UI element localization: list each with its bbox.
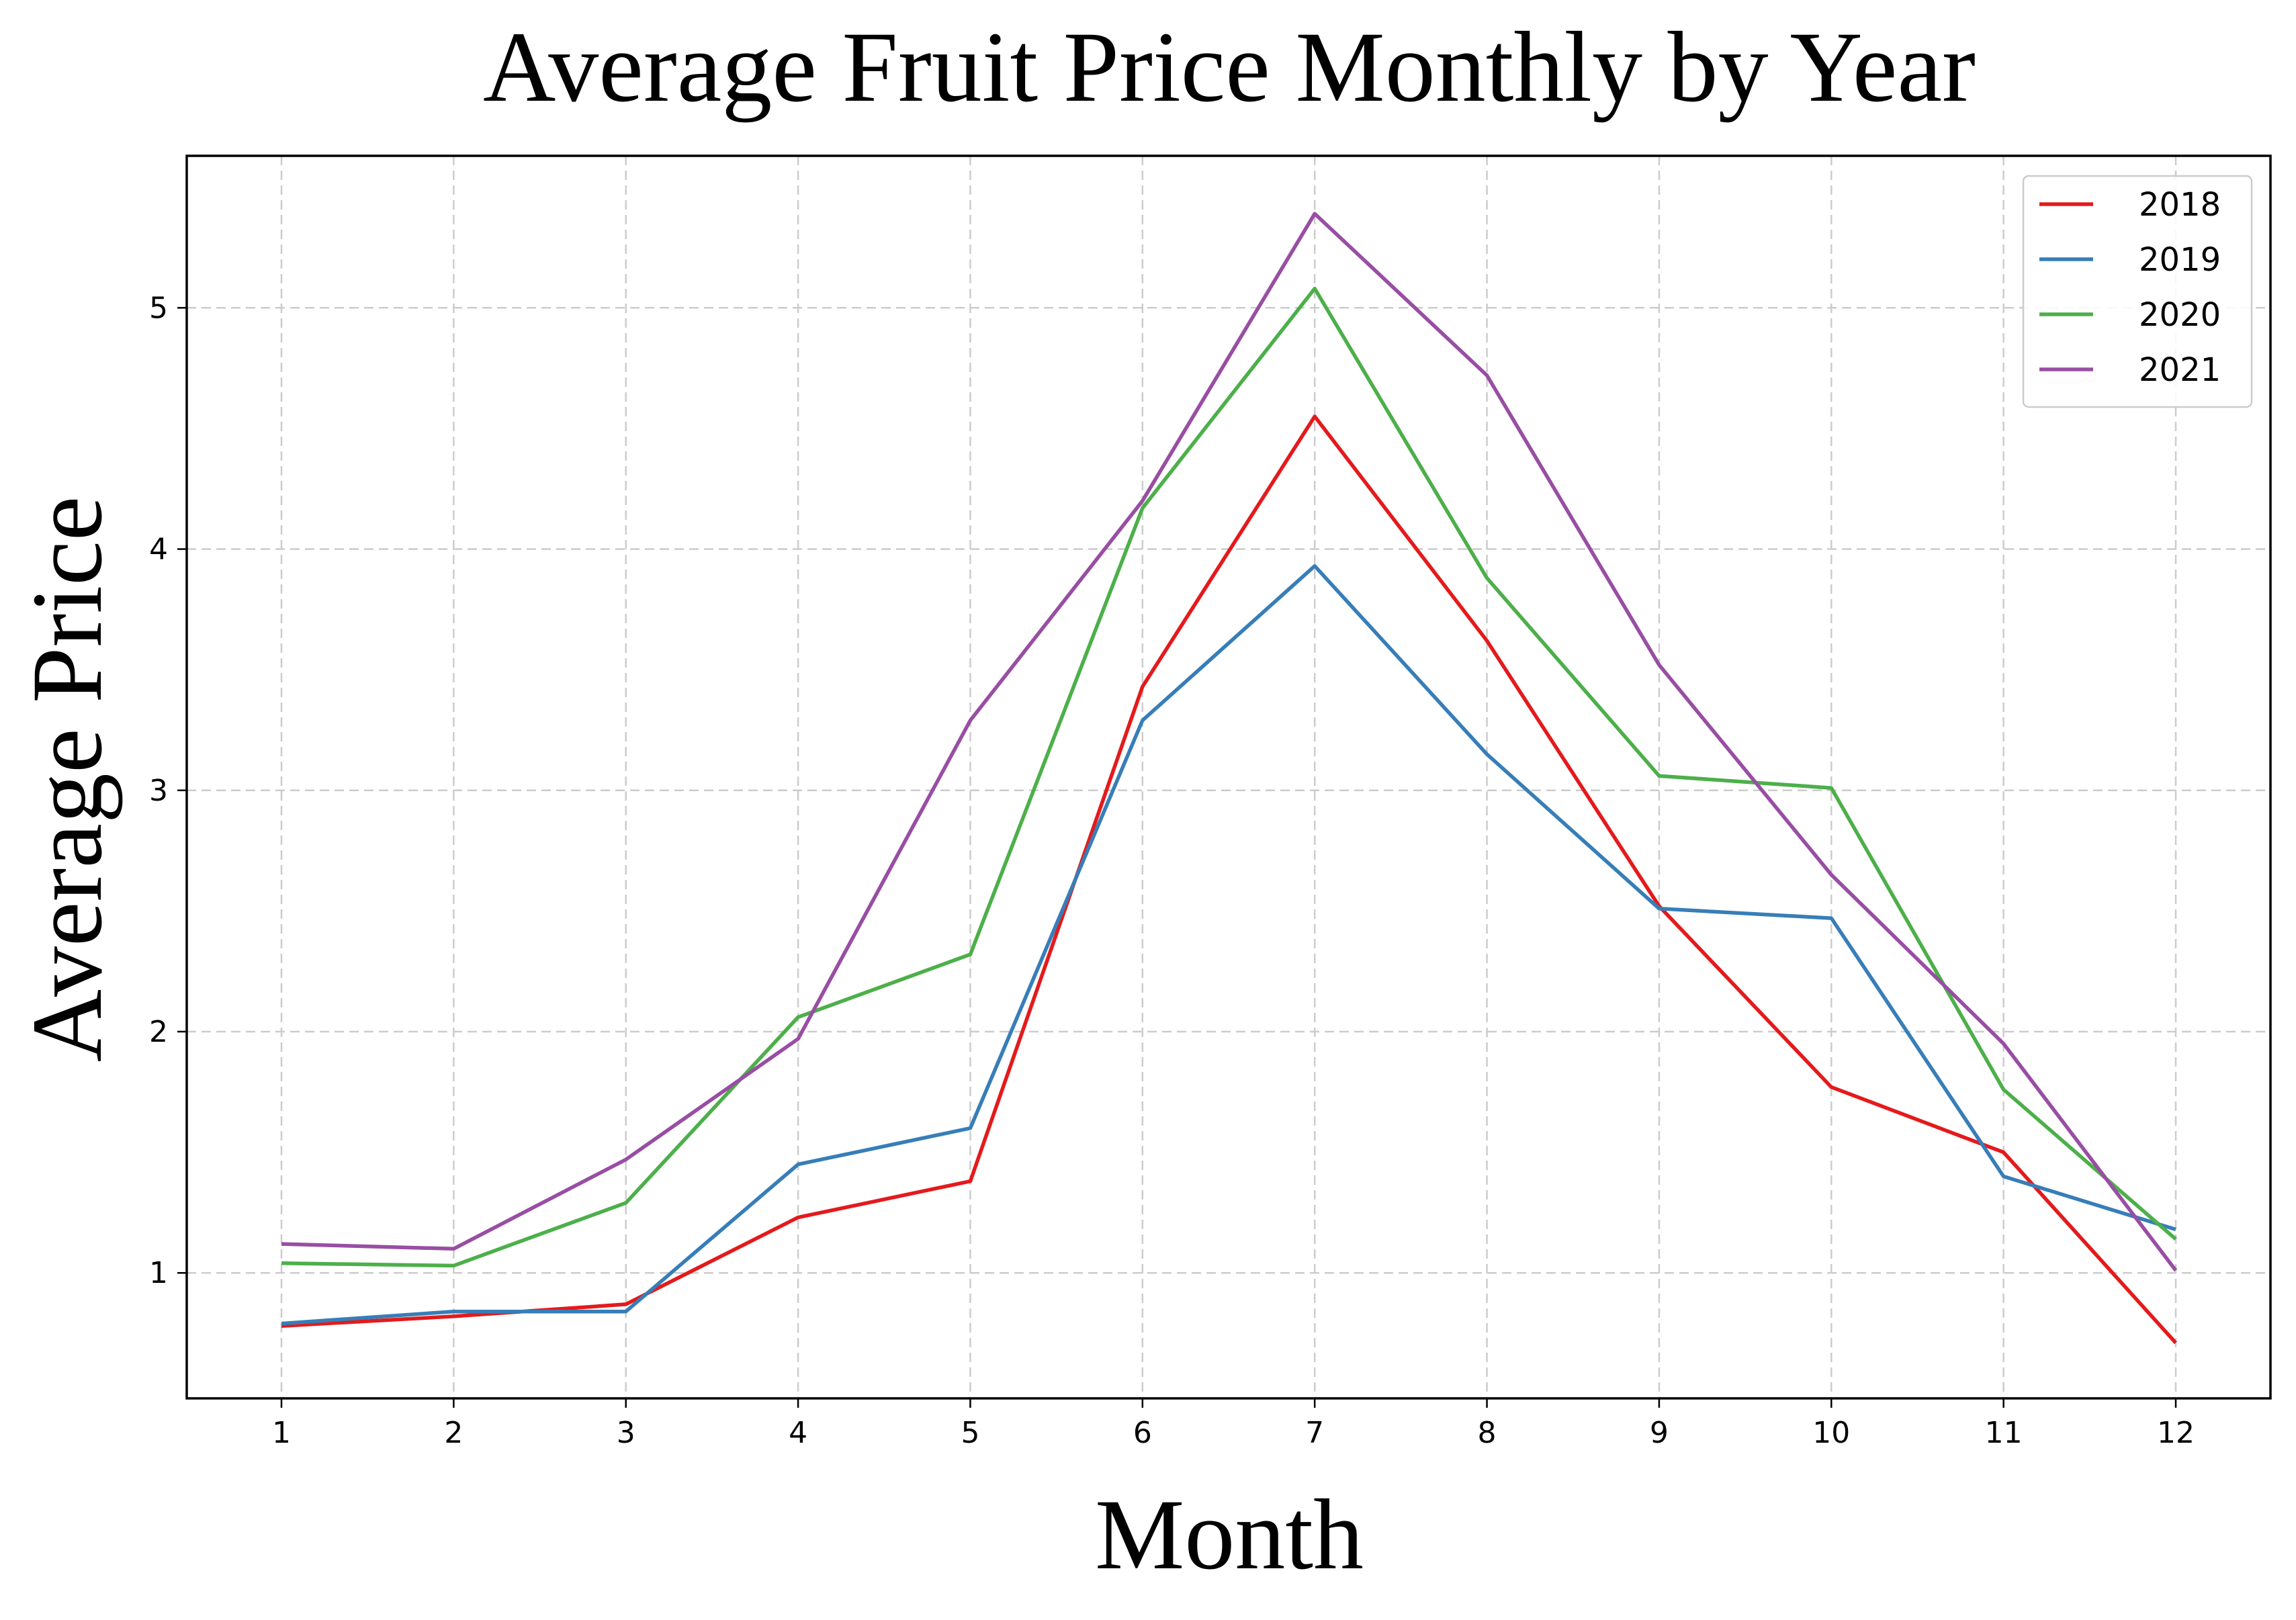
x-tick-label: 4	[789, 1416, 807, 1450]
y-axis-ticks: 1 2 3 4 5	[149, 291, 187, 1290]
series-line-2018	[281, 414, 2178, 1345]
x-tick-label: 6	[1133, 1416, 1152, 1450]
plot-frame	[185, 154, 2272, 1400]
x-tick-label: 1	[272, 1416, 291, 1450]
x-tick-label: 8	[1478, 1416, 1497, 1450]
legend-label: 2021	[2139, 351, 2221, 389]
x-tick-label: 3	[617, 1416, 635, 1450]
series-line-2019	[281, 564, 2176, 1326]
series-line-2020	[281, 286, 2177, 1268]
x-tick-label: 2	[444, 1416, 463, 1450]
x-axis-title: Month	[1095, 1479, 1364, 1590]
x-tick-label: 11	[1985, 1416, 2023, 1450]
series-lines	[281, 212, 2178, 1345]
series-line-2021	[281, 212, 2178, 1272]
y-tick-label: 5	[149, 291, 168, 325]
legend-label: 2020	[2139, 296, 2221, 334]
legend-label: 2019	[2139, 241, 2221, 279]
x-tick-label: 9	[1650, 1416, 1669, 1450]
y-tick-label: 1	[149, 1256, 168, 1290]
y-tick-label: 3	[149, 774, 168, 808]
x-tick-label: 5	[961, 1416, 979, 1450]
chart-title: Average Fruit Price Monthly by Year	[483, 11, 1976, 123]
x-tick-label: 10	[1812, 1416, 1850, 1450]
x-tick-label: 12	[2157, 1416, 2195, 1450]
legend-box	[2022, 175, 2253, 408]
y-tick-label: 4	[149, 533, 168, 567]
x-tick-label: 7	[1305, 1416, 1324, 1450]
legend: 2018 2019 2020 2021	[2022, 175, 2253, 408]
y-axis-title: Average Price	[11, 496, 123, 1063]
y-tick-label: 2	[149, 1015, 168, 1049]
x-axis-ticks: 1 2 3 4 5 6 7 8 9 10 11 12	[272, 1398, 2195, 1450]
legend-label: 2018	[2139, 186, 2221, 224]
